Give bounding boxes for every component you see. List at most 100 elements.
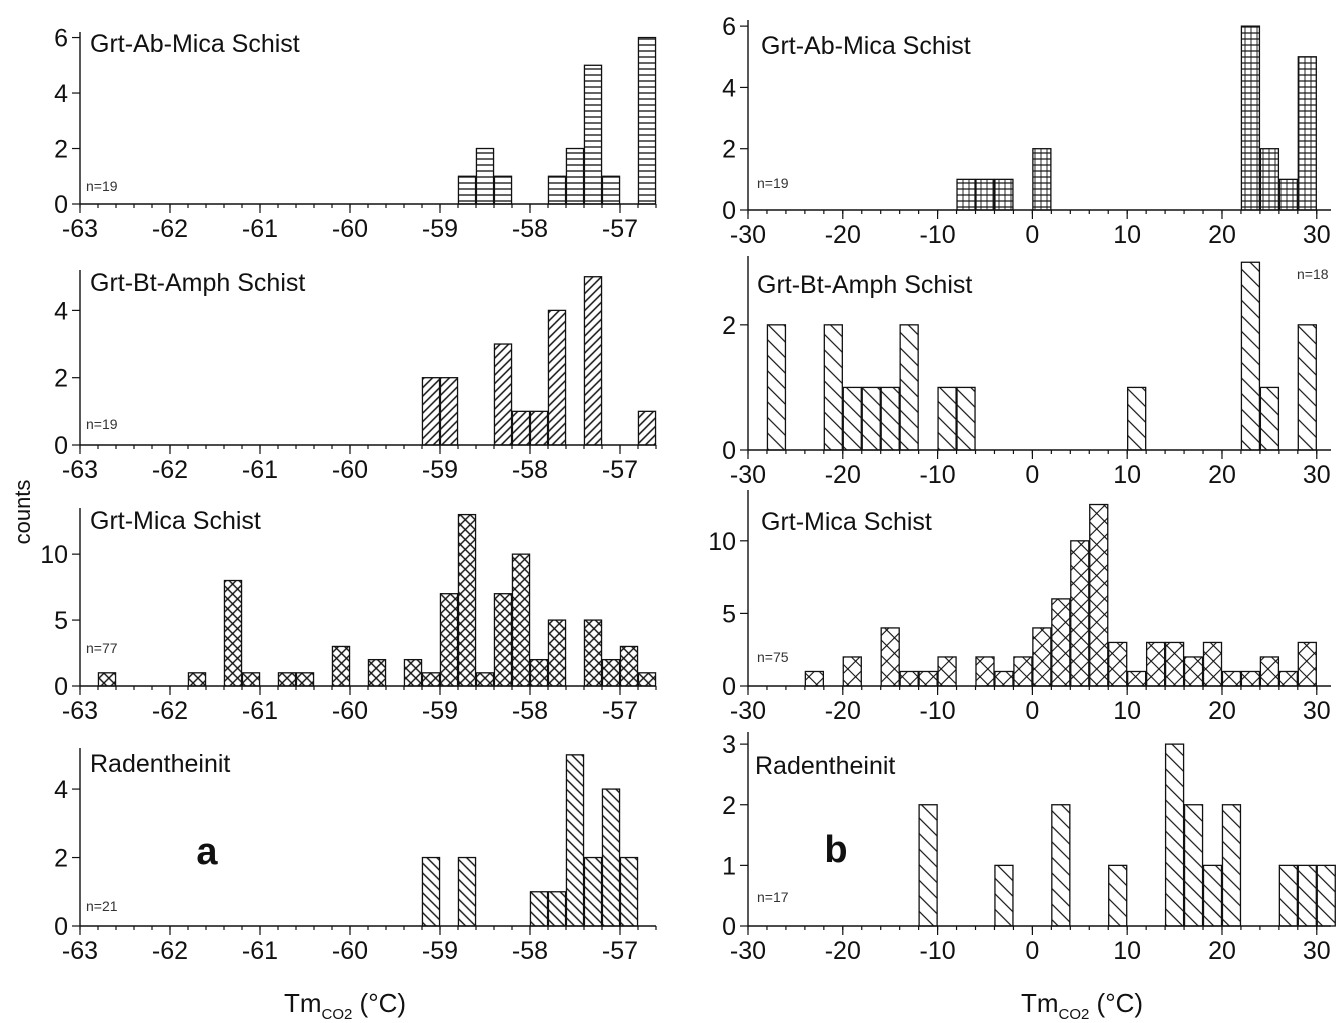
- bar: [1240, 25, 1261, 211]
- bar: [1240, 261, 1261, 451]
- bar: [565, 147, 585, 205]
- bar: [439, 377, 459, 446]
- x-tick-label: -57: [602, 215, 638, 243]
- bar: [439, 593, 459, 687]
- y-tick-label: 2: [722, 792, 736, 820]
- panel-title: Grt-Mica Schist: [90, 507, 261, 535]
- bar: [475, 672, 495, 687]
- histogram-panel-4: -30 -20 -10 0 10 20 30 0 2 Grt-Bt-Amph Schist n=18: [722, 256, 1331, 489]
- bar: [1278, 670, 1298, 687]
- histogram-panel-2: -30 -20 -10 0 10 20 30 0 2 4 6 Grt-Ab-Mica Schist n=…: [722, 13, 1331, 249]
- y-tick-label: 4: [722, 74, 736, 102]
- bar: [899, 670, 919, 687]
- bar: [994, 670, 1014, 687]
- x-tick-label: -58: [512, 215, 548, 243]
- bar: [1032, 627, 1052, 687]
- x-tick-label: 30: [1303, 937, 1331, 965]
- y-tick-label: 0: [54, 913, 68, 941]
- bar: [547, 891, 567, 927]
- x-tick-label: 10: [1113, 221, 1141, 249]
- x-tick-label: -57: [602, 937, 638, 965]
- bar: [619, 645, 639, 687]
- bar: [547, 175, 567, 205]
- bar: [1259, 386, 1280, 451]
- bar: [457, 513, 477, 687]
- bar: [529, 410, 549, 446]
- bar: [956, 386, 976, 451]
- x-axis-label-left: TmCO2 (°C): [284, 988, 406, 1023]
- bar: [367, 658, 387, 687]
- bar: [1240, 670, 1261, 687]
- y-tick-label: 2: [722, 312, 736, 340]
- y-tick-label: 4: [54, 297, 68, 325]
- x-tick-label: -20: [825, 221, 861, 249]
- y-tick-label: 6: [722, 13, 736, 41]
- y-tick-label: 0: [54, 673, 68, 701]
- n-label: n=19: [86, 178, 118, 194]
- x-tick-label: -61: [242, 697, 278, 725]
- bar: [1202, 641, 1223, 687]
- bar: [619, 856, 639, 927]
- bar: [1202, 864, 1223, 927]
- bar: [637, 410, 657, 446]
- panel-letter-a: a: [196, 831, 218, 873]
- bar: [804, 670, 825, 687]
- panel-title: Radentheinit: [90, 750, 230, 778]
- bar: [880, 627, 900, 687]
- y-tick-label: 0: [722, 913, 736, 941]
- x-tick-label: 30: [1303, 697, 1331, 725]
- bar: [493, 175, 513, 205]
- bar: [975, 656, 995, 687]
- bar: [457, 856, 477, 927]
- panel-title: Grt-Ab-Mica Schist: [761, 32, 971, 60]
- y-tick-label: 2: [54, 136, 68, 164]
- x-tick-label: -61: [242, 456, 278, 484]
- bar: [1051, 598, 1071, 687]
- bar: [1221, 804, 1242, 927]
- bar: [1297, 324, 1317, 451]
- panel-title: Radentheinit: [755, 752, 895, 780]
- x-axis-label-right-main: Tm: [1021, 988, 1059, 1018]
- x-axis-label-right-unit: (°C): [1089, 988, 1143, 1018]
- x-tick-label: -10: [920, 697, 956, 725]
- x-tick-label: -57: [602, 456, 638, 484]
- bar: [637, 672, 657, 687]
- histogram-panel-8: -30 -20 -10 0 10 20 30 0 1 2 3 Radentheinit n=17: [722, 731, 1336, 965]
- x-tick-label: -30: [730, 221, 766, 249]
- bar: [601, 788, 621, 927]
- bar: [475, 147, 495, 205]
- x-axis-label-right-sub: CO2: [1058, 1006, 1089, 1023]
- bar: [511, 553, 531, 687]
- bar: [421, 672, 441, 687]
- x-tick-label: 20: [1208, 461, 1236, 489]
- histogram-panel-1: -63 -62 -61 -60 -59 -58 -57 0 2 4 6 Grt-Ab-Mica Sch…: [54, 25, 657, 243]
- x-tick-label: -59: [422, 697, 458, 725]
- x-tick-label: -10: [920, 221, 956, 249]
- x-tick-label: -30: [730, 697, 766, 725]
- histogram-panel-7: -63 -62 -61 -60 -59 -58 -57 0 2 4 Radentheinit n=21: [54, 748, 657, 965]
- x-tick-label: 10: [1113, 697, 1141, 725]
- bar: [1164, 743, 1185, 927]
- n-label: n=21: [86, 898, 118, 914]
- bar: [1297, 864, 1317, 927]
- panel-title: Grt-Ab-Mica Schist: [90, 30, 300, 58]
- x-tick-label: 20: [1208, 221, 1236, 249]
- x-tick-label: -62: [152, 215, 188, 243]
- bar: [823, 324, 843, 451]
- bar: [97, 672, 117, 687]
- panel-title: Grt-Mica Schist: [761, 508, 932, 536]
- bar: [842, 386, 862, 451]
- y-tick-label: 2: [54, 365, 68, 393]
- x-tick-label: -63: [62, 456, 98, 484]
- x-tick-label: -57: [602, 697, 638, 725]
- histogram-panel-5: -63 -62 -61 -60 -59 -58 -57 0 5 10 Grt-Mica Schist…: [40, 507, 657, 725]
- bar: [1221, 670, 1242, 687]
- bar: [1278, 178, 1298, 211]
- bar: [511, 410, 531, 446]
- bar: [1164, 641, 1185, 687]
- x-tick-label: -59: [422, 215, 458, 243]
- bar: [601, 658, 621, 687]
- x-tick-label: 0: [1025, 697, 1039, 725]
- x-tick-label: -63: [62, 215, 98, 243]
- n-label: n=19: [86, 416, 118, 432]
